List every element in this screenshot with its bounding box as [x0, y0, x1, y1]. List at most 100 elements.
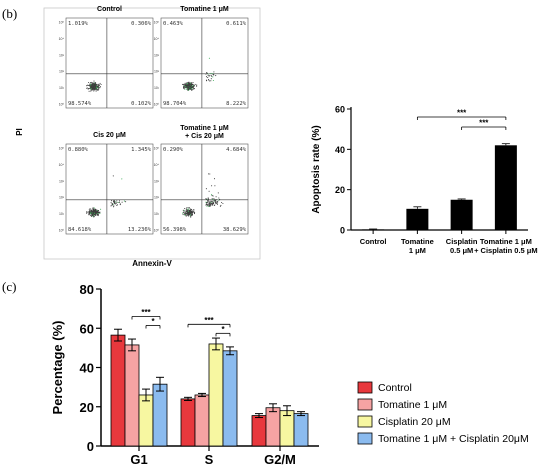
event-dot	[205, 203, 207, 205]
event-dot	[186, 210, 188, 212]
event-dot	[215, 196, 217, 198]
event-dot	[89, 210, 91, 212]
flow-tick-label: 10⁰	[59, 103, 65, 107]
event-dot	[205, 198, 207, 200]
event-dot	[187, 83, 189, 85]
event-dot	[118, 201, 120, 203]
bar	[362, 229, 385, 231]
bar	[110, 334, 126, 447]
event-dot	[214, 201, 216, 203]
event-dot	[191, 89, 194, 91]
event-dot	[93, 82, 95, 84]
event-dot	[89, 208, 91, 210]
event-dot	[188, 215, 190, 217]
bar	[138, 394, 154, 447]
event-dot	[91, 81, 93, 83]
flow-tick-label: 10¹	[154, 212, 160, 216]
event-dot	[184, 213, 186, 215]
quadrant-percent-ll: 84.618%	[68, 227, 92, 233]
event-dot	[98, 84, 100, 86]
event-dot	[216, 199, 218, 201]
event-dot	[209, 203, 211, 205]
event-dot	[88, 81, 90, 84]
flow-plot: Cis 20 μM 10⁵ 10⁴ 10³ 10² 10¹ 10⁰ 0.880% 1.345% 8…	[59, 132, 154, 235]
bar	[450, 199, 473, 230]
y-tick-label: 80	[80, 282, 94, 297]
event-dot	[194, 83, 196, 85]
quadrant-percent-ll: 98.574%	[68, 101, 92, 107]
flow-tick-label: 10¹	[154, 86, 160, 90]
event-dot	[92, 207, 94, 209]
quadrant-percent-ul: 0.290%	[163, 147, 184, 153]
event-dot	[118, 200, 121, 202]
event-dot	[183, 211, 185, 213]
event-dot	[94, 209, 96, 211]
legend-swatch	[357, 415, 373, 428]
legend-swatch	[357, 432, 373, 445]
y-tick-label: 60	[335, 105, 345, 115]
event-dot	[191, 211, 193, 214]
event-dot	[90, 87, 92, 89]
event-dot	[208, 190, 210, 192]
legend-label: Tomatine 1 μM + Cisplatin 20μM	[378, 433, 529, 445]
event-dot	[99, 212, 101, 215]
event-dot	[219, 205, 221, 207]
event-dot	[209, 205, 211, 207]
event-dot	[92, 212, 94, 214]
event-dot	[92, 215, 94, 217]
event-dot	[183, 210, 185, 212]
event-dot	[191, 85, 193, 87]
y-tick-label: 20	[80, 400, 94, 415]
event-dot	[86, 85, 88, 87]
flow-plot: Control 10⁵ 10⁴ 10³ 10² 10¹ 10⁰ 1.019% 0.306% 98.…	[59, 6, 154, 109]
x-tick-label: G2/M	[264, 452, 296, 467]
event-dot	[189, 215, 192, 217]
event-dot	[193, 212, 196, 214]
event-dot	[87, 84, 90, 86]
event-dot	[89, 214, 91, 216]
event-dot	[182, 209, 184, 211]
event-dot	[93, 213, 96, 216]
event-dot	[94, 83, 96, 85]
flow-tick-label: 10⁴	[154, 37, 160, 41]
bar	[180, 398, 196, 447]
event-dot	[95, 90, 97, 92]
event-dot	[192, 211, 194, 213]
significance-label: ***	[141, 308, 151, 317]
event-dot	[90, 90, 92, 92]
event-dot	[191, 215, 193, 217]
event-dot	[190, 208, 192, 210]
event-dot	[92, 87, 94, 89]
significance-label: ***	[204, 316, 214, 325]
event-dot	[92, 208, 94, 210]
event-dot	[115, 201, 117, 203]
flow-tick-label: 10⁵	[59, 21, 65, 25]
event-dot	[89, 82, 92, 84]
event-dot	[93, 209, 95, 211]
event-dot	[181, 83, 184, 85]
flow-plot-title: Tomatine 1 μM + Cis 20 μM	[180, 125, 229, 140]
event-dot	[93, 80, 95, 82]
event-dot	[183, 84, 185, 86]
event-dot	[97, 89, 99, 91]
event-dot	[190, 88, 192, 90]
event-dot	[213, 200, 215, 202]
event-dot	[191, 84, 193, 86]
flow-tick-label: 10⁰	[154, 103, 160, 107]
event-dot	[91, 214, 93, 216]
event-dot	[97, 211, 99, 213]
event-dot	[95, 84, 97, 86]
event-dot	[196, 84, 198, 86]
event-dot	[190, 216, 192, 218]
bar	[222, 350, 238, 447]
event-dot	[185, 86, 187, 88]
event-dot	[94, 86, 96, 88]
event-dot	[100, 83, 102, 86]
event-dot	[216, 201, 218, 203]
event-dot	[184, 82, 186, 84]
event-dot	[90, 89, 92, 91]
event-dot	[210, 72, 212, 74]
flow-tick-label: 10²	[154, 196, 160, 200]
event-dot	[213, 204, 216, 206]
event-dot	[216, 203, 219, 205]
